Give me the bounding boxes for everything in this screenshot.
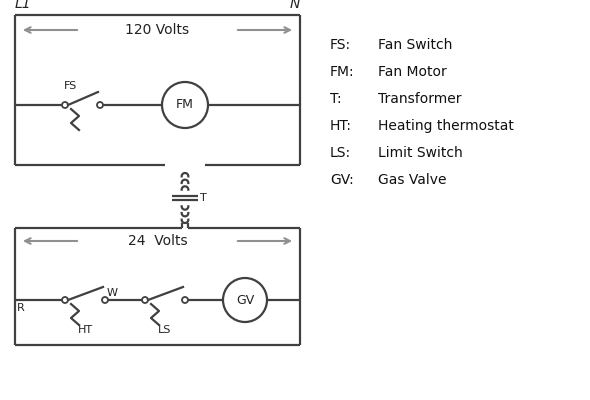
Text: FS:: FS: [330,38,351,52]
Text: Fan Switch: Fan Switch [378,38,453,52]
Text: Heating thermostat: Heating thermostat [378,119,514,133]
Text: FM: FM [176,98,194,112]
Text: HT: HT [77,325,93,335]
Text: T: T [200,193,206,203]
Text: T:: T: [330,92,342,106]
Circle shape [142,297,148,303]
Circle shape [102,297,108,303]
Text: 120 Volts: 120 Volts [126,23,189,37]
Text: 24  Volts: 24 Volts [127,234,187,248]
Text: FM:: FM: [330,65,355,79]
Text: FS: FS [64,81,77,91]
Text: N: N [290,0,300,11]
Text: HT:: HT: [330,119,352,133]
Text: LS: LS [158,325,172,335]
Text: Limit Switch: Limit Switch [378,146,463,160]
Text: Fan Motor: Fan Motor [378,65,447,79]
Circle shape [223,278,267,322]
Circle shape [162,82,208,128]
Circle shape [182,297,188,303]
Text: Transformer: Transformer [378,92,461,106]
Text: W: W [107,288,118,298]
Text: R: R [17,303,25,313]
Circle shape [97,102,103,108]
Text: Gas Valve: Gas Valve [378,173,447,187]
Text: GV: GV [236,294,254,306]
Text: GV:: GV: [330,173,354,187]
Text: L1: L1 [15,0,32,11]
Text: LS:: LS: [330,146,351,160]
Circle shape [62,102,68,108]
Circle shape [62,297,68,303]
